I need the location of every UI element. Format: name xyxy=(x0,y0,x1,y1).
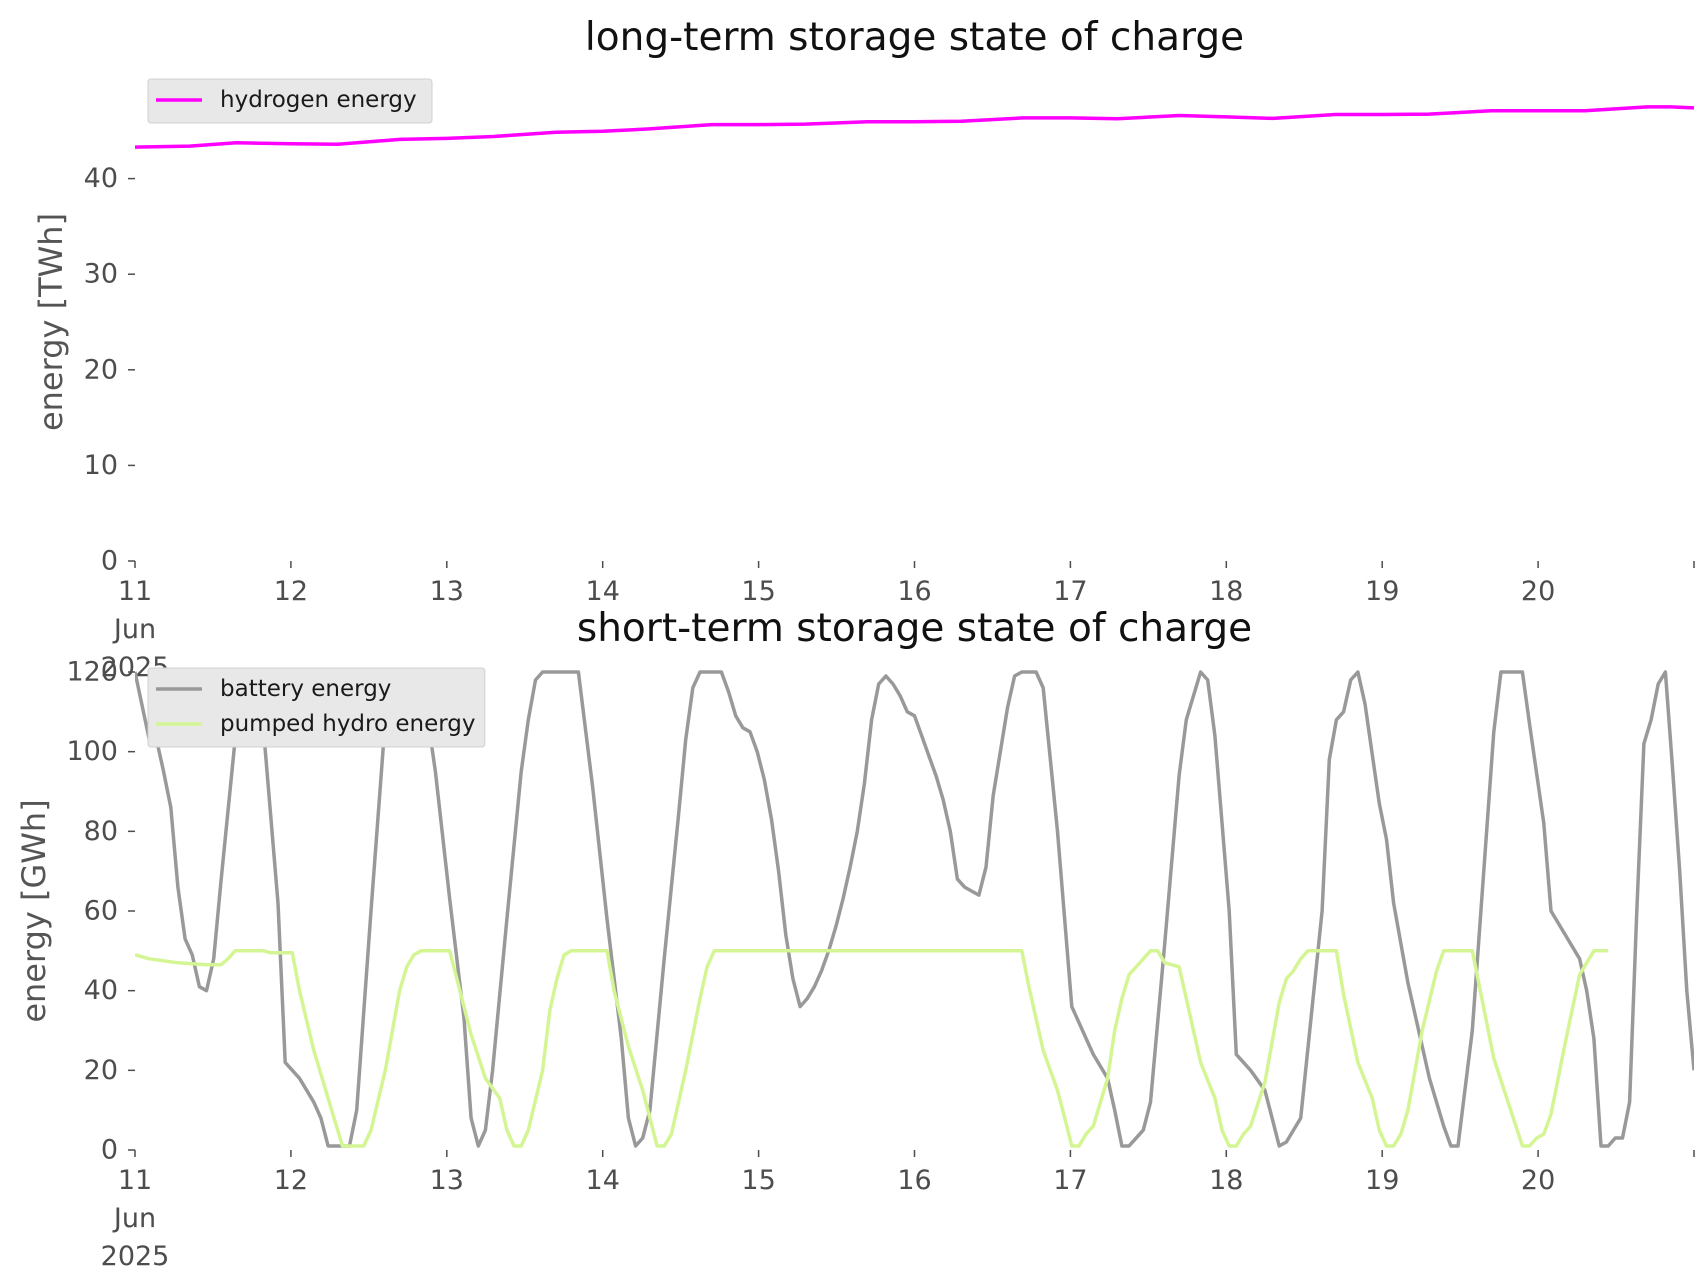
x-tick-label: 14 xyxy=(586,1165,620,1196)
legend-label: pumped hydro energy xyxy=(220,711,476,737)
chart-title: short-term storage state of charge xyxy=(577,606,1252,651)
legend-label: battery energy xyxy=(220,676,391,702)
long-term-chart: long-term storage state of charge energy… xyxy=(32,15,1695,683)
x-tick-label: 13 xyxy=(430,1165,464,1196)
x-tick-label: 15 xyxy=(741,1165,775,1196)
x-tick-label: 20 xyxy=(1521,576,1555,607)
x-tick-label: 17 xyxy=(1053,576,1087,607)
x-tick-label: 18 xyxy=(1209,576,1243,607)
y-axis-label: energy [GWh] xyxy=(15,799,53,1022)
x-axis: 11 Jun 2025 12 13 14 15 16 17 18 19 20 xyxy=(101,1150,1695,1272)
y-axis: 0 10 20 30 40 xyxy=(84,163,135,577)
y-tick-label: 10 xyxy=(84,450,118,481)
legend: battery energy pumped hydro energy xyxy=(147,667,486,748)
x-tick-label: 20 xyxy=(1521,1165,1555,1196)
y-tick-label: 20 xyxy=(84,1055,118,1086)
y-tick-label: 0 xyxy=(101,546,118,577)
legend-box xyxy=(147,667,486,748)
x-tick-label: 18 xyxy=(1209,1165,1243,1196)
legend-box xyxy=(147,78,433,124)
x-tick-label: 19 xyxy=(1365,576,1399,607)
y-tick-label: 30 xyxy=(84,259,118,290)
x-tick-label: 13 xyxy=(430,576,464,607)
legend: hydrogen energy xyxy=(147,78,433,124)
x-tick-label: 16 xyxy=(897,576,931,607)
x-tick-label: 12 xyxy=(274,1165,308,1196)
x-tick-label: 16 xyxy=(897,1165,931,1196)
y-tick-label: 0 xyxy=(101,1135,118,1166)
y-axis-label: energy [TWh] xyxy=(32,213,70,431)
x-tick-label: 17 xyxy=(1053,1165,1087,1196)
x-tick-label: 19 xyxy=(1365,1165,1399,1196)
chart-title: long-term storage state of charge xyxy=(585,15,1244,60)
legend-label: hydrogen energy xyxy=(220,87,417,113)
y-tick-label: 20 xyxy=(84,354,118,385)
x-tick-label: 11 Jun 2025 xyxy=(101,1165,170,1272)
series-group xyxy=(135,105,1694,149)
series-line-hydrogen-energy xyxy=(135,105,1694,149)
y-tick-label: 80 xyxy=(84,816,118,847)
y-tick-label: 60 xyxy=(84,896,118,927)
short-term-chart: short-term storage state of charge energ… xyxy=(15,606,1695,1272)
series-line-pumped-hydro-energy xyxy=(135,949,1609,1148)
x-tick-label: 14 xyxy=(586,576,620,607)
y-tick-label: 120 xyxy=(66,657,118,688)
y-tick-label: 100 xyxy=(66,736,118,767)
y-tick-label: 40 xyxy=(84,975,118,1006)
y-axis: 0 20 40 60 80 100 120 xyxy=(66,657,135,1166)
y-tick-label: 40 xyxy=(84,163,118,194)
x-tick-label: 15 xyxy=(741,576,775,607)
x-tick-label: 12 xyxy=(274,576,308,607)
